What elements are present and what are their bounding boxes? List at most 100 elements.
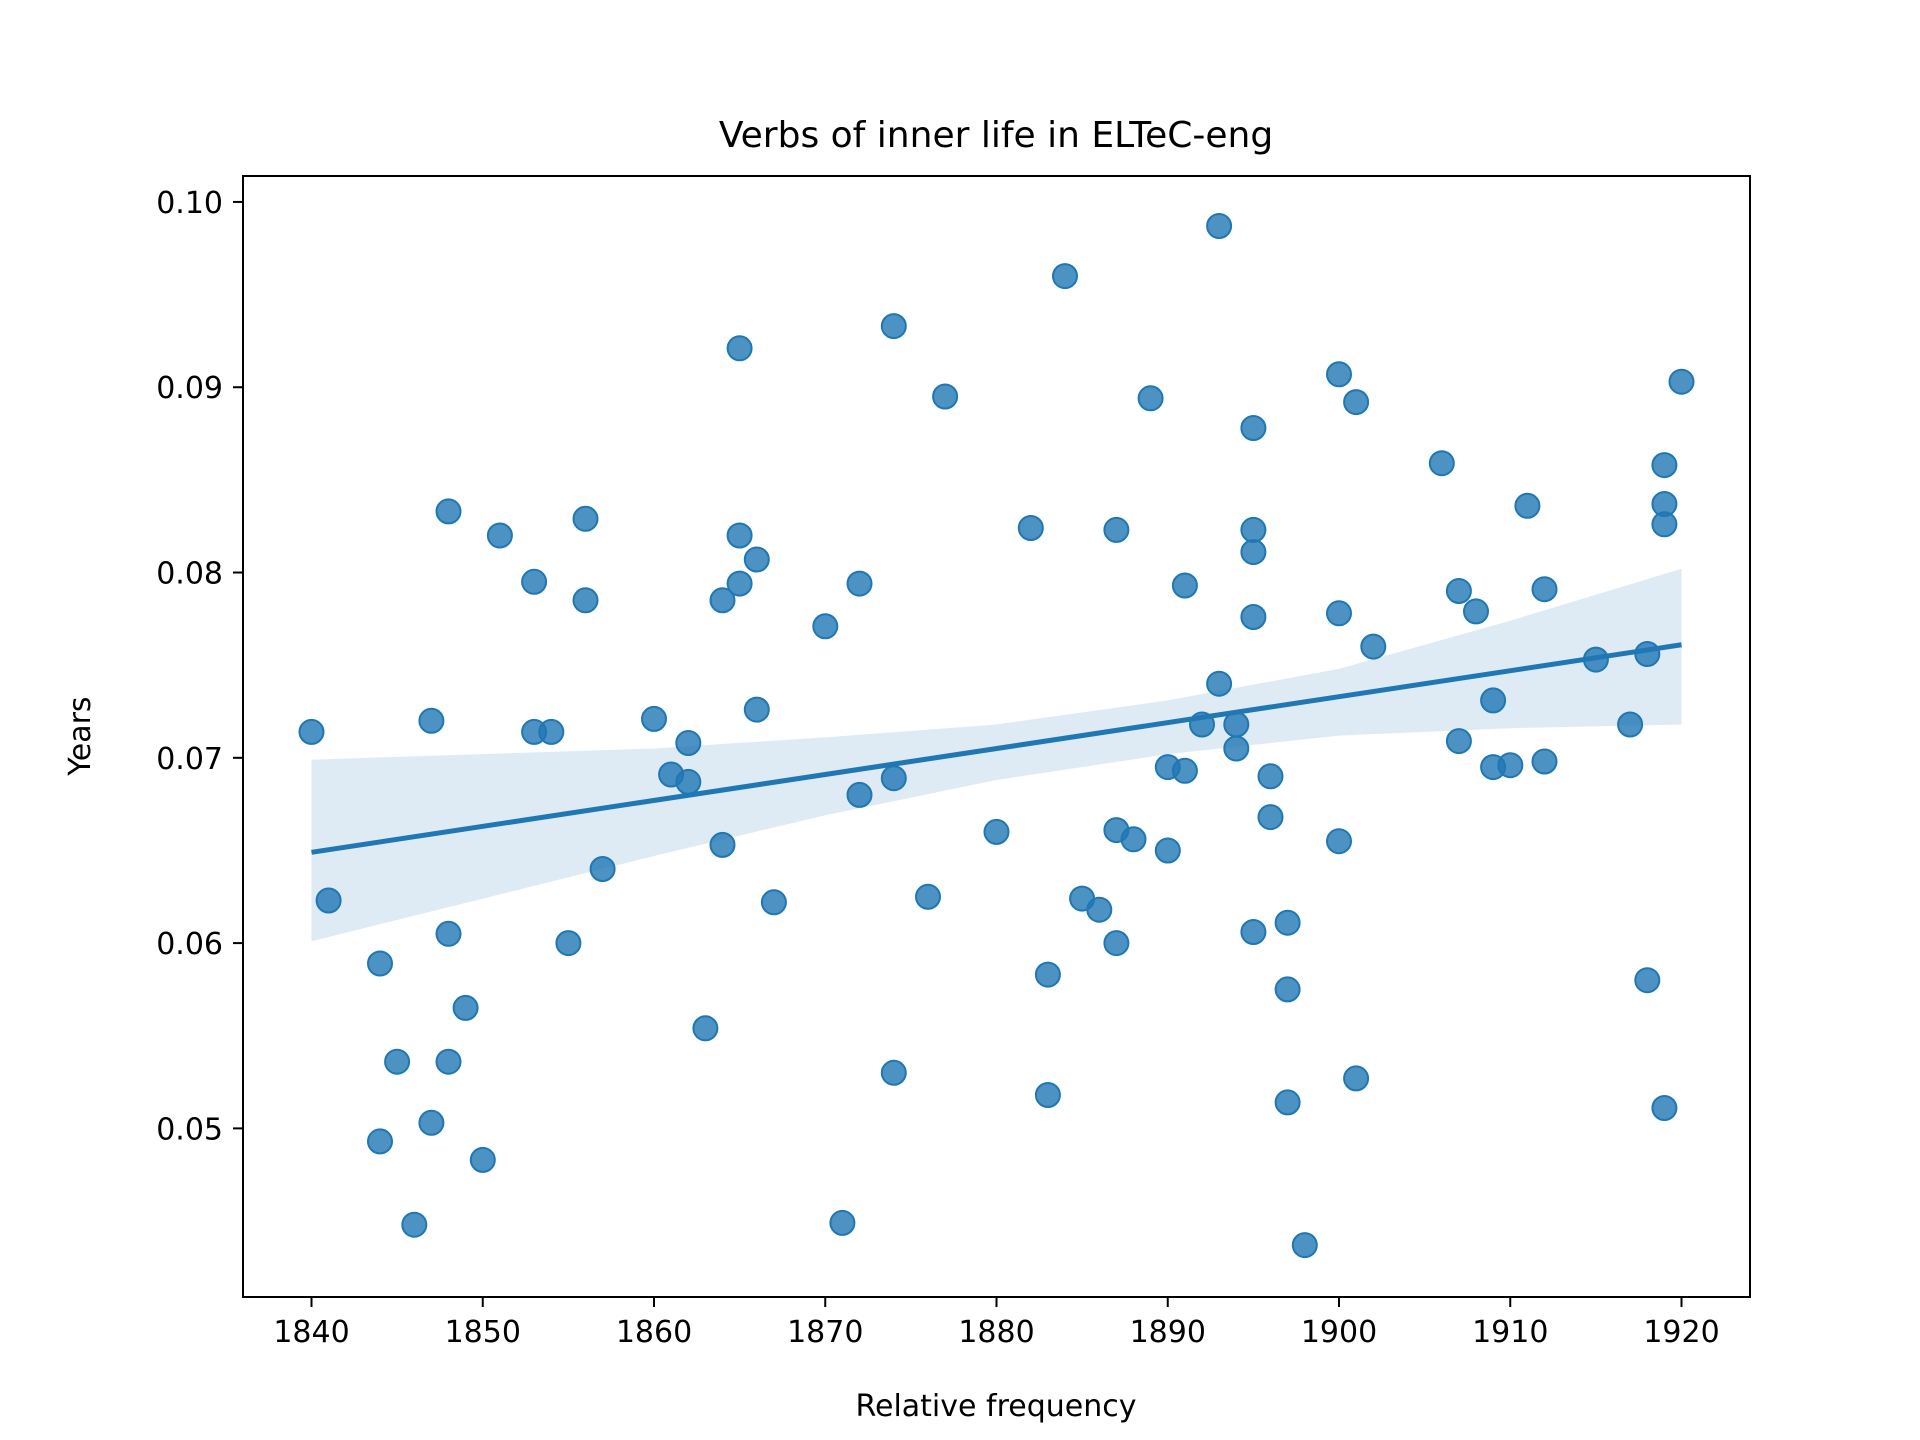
data-point — [743, 696, 770, 723]
data-point — [1240, 516, 1267, 543]
y-tick-label: 0.09 — [156, 371, 223, 406]
data-point — [1257, 763, 1284, 790]
data-point — [743, 546, 770, 573]
data-point — [1531, 576, 1558, 603]
data-point — [1634, 641, 1661, 667]
x-tick-label: 1860 — [616, 1315, 692, 1350]
confidence-band — [311, 568, 1682, 942]
data-point — [709, 587, 736, 614]
data-point — [486, 522, 513, 549]
data-point — [1651, 452, 1678, 479]
data-point — [1086, 896, 1113, 923]
data-point — [367, 1128, 393, 1155]
data-point — [589, 856, 616, 882]
data-point — [1034, 1082, 1061, 1108]
data-point — [1428, 450, 1455, 477]
data-point — [1223, 735, 1250, 762]
data-point — [1206, 670, 1233, 697]
y-tick-label: 0.10 — [156, 186, 223, 221]
data-point — [521, 568, 548, 595]
data-point — [435, 920, 462, 947]
data-point — [1326, 361, 1352, 388]
y-tick-label: 0.06 — [156, 927, 223, 962]
data-point — [1137, 385, 1164, 412]
data-point — [1343, 1065, 1370, 1092]
data-point — [1634, 967, 1661, 994]
x-tick-label: 1890 — [1130, 1315, 1206, 1350]
data-point — [1223, 711, 1250, 738]
data-point — [418, 707, 445, 734]
data-point — [1445, 728, 1472, 755]
x-tick-label: 1840 — [273, 1315, 349, 1350]
data-point — [315, 887, 342, 914]
data-point — [418, 1109, 445, 1136]
data-point — [1514, 492, 1541, 519]
data-point — [1651, 511, 1678, 538]
data-point — [1531, 748, 1558, 775]
data-point — [1240, 604, 1267, 630]
x-tick-label: 1870 — [787, 1315, 863, 1350]
x-tick-label: 1910 — [1472, 1315, 1548, 1350]
y-axis-label: Years — [63, 696, 98, 776]
y-tick-label: 0.05 — [156, 1112, 223, 1147]
data-point — [1463, 598, 1489, 625]
data-point — [1206, 213, 1233, 239]
data-point — [726, 522, 753, 549]
data-point — [726, 570, 753, 597]
data-point — [435, 498, 462, 525]
data-point — [367, 950, 393, 977]
data-point — [572, 587, 599, 614]
y-tick-label: 0.07 — [156, 742, 223, 777]
data-point — [1154, 837, 1181, 864]
x-tick-label: 1880 — [958, 1315, 1034, 1350]
data-point — [1651, 1095, 1678, 1121]
confidence-band-layer — [311, 568, 1682, 942]
data-point — [829, 1209, 856, 1236]
data-point — [555, 930, 582, 957]
data-point — [692, 1015, 719, 1042]
data-point — [469, 1146, 496, 1173]
data-point — [675, 730, 702, 756]
data-point — [1291, 1232, 1318, 1259]
data-point — [435, 1048, 462, 1075]
data-point — [846, 570, 873, 597]
data-point — [1171, 572, 1198, 599]
data-point — [1103, 930, 1130, 957]
data-point — [1326, 600, 1352, 627]
data-point — [709, 831, 736, 858]
data-point — [298, 718, 325, 745]
x-axis-label: Relative frequency — [856, 1389, 1137, 1424]
data-point — [1120, 826, 1147, 853]
data-point — [572, 505, 599, 532]
data-point — [726, 335, 753, 362]
x-tick-label: 1920 — [1643, 1315, 1719, 1350]
data-point — [1497, 752, 1524, 779]
data-point — [675, 768, 702, 795]
data-point — [1274, 976, 1301, 1003]
data-point — [1617, 711, 1644, 738]
data-point — [1274, 909, 1301, 936]
data-point — [1445, 578, 1472, 604]
plot-area — [298, 213, 1695, 1259]
data-point — [1240, 415, 1267, 441]
data-point — [1257, 804, 1284, 831]
data-point — [1326, 828, 1352, 855]
data-point — [1668, 368, 1695, 395]
y-tick-label: 0.08 — [156, 557, 223, 592]
data-point — [1034, 961, 1061, 988]
data-point — [1052, 263, 1078, 290]
data-point — [1240, 539, 1267, 566]
regression-line — [311, 642, 1682, 855]
data-point — [641, 705, 667, 732]
data-point — [880, 765, 907, 792]
x-axis-ticks: 1840 1850 1860 1870 1880 1890 1900 1910 1920 — [273, 1297, 1720, 1350]
regression-line-layer — [311, 642, 1682, 855]
data-point — [1171, 757, 1198, 784]
data-point — [384, 1048, 411, 1075]
data-point — [1240, 919, 1267, 945]
data-point — [1103, 516, 1130, 543]
data-point — [846, 781, 873, 808]
data-point — [932, 383, 959, 410]
